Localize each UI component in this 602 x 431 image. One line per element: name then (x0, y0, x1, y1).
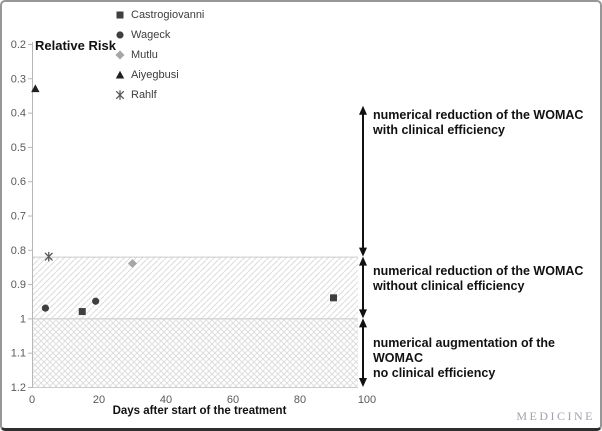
data-point (330, 294, 337, 302)
y-tick-label: 0.5 (11, 142, 26, 154)
data-point (41, 304, 50, 312)
x-tick-label: 100 (358, 394, 376, 406)
annotation-line: numerical reduction of the WOMAC (373, 108, 584, 122)
annotation-line: numerical reduction of the WOMAC (373, 264, 584, 278)
legend-label: Rahlf (131, 89, 157, 101)
y-axis-title: Relative Risk (35, 38, 116, 53)
x-tick-label: 80 (294, 394, 306, 406)
medicine-watermark: MEDICINE (516, 409, 595, 423)
y-tick-label: 0.7 (11, 211, 26, 223)
data-point (127, 258, 138, 269)
legend-label: Aiyegbusi (131, 69, 179, 81)
series-aiyegbusi (31, 84, 40, 93)
y-tick-label: 0.6 (11, 176, 26, 188)
annotation-line: with clinical efficiency (373, 123, 505, 137)
x-tick-label: 0 (29, 394, 35, 406)
zone-arrow (359, 256, 367, 319)
y-tick-label: 0.9 (11, 279, 26, 291)
y-tick-label: 1 (20, 313, 26, 325)
square-marker-icon (116, 11, 124, 19)
data-point (92, 297, 100, 305)
annotation-line: numerical augmentation of the WOMAC (373, 336, 555, 365)
circle-marker-icon (116, 31, 124, 39)
y-tick-label: 0.3 (11, 73, 26, 85)
series-rahlf (44, 251, 53, 262)
annotation-reduction-without-efficiency: numerical reduction of the WOMAC without… (373, 264, 598, 294)
annotation-augmentation-no-efficiency: numerical augmentation of the WOMAC no c… (373, 336, 598, 381)
legend-item: Wageck (114, 25, 204, 45)
zone-arrow (359, 318, 367, 387)
legend-label: Mutlu (131, 49, 158, 61)
band-diagonal (32, 256, 358, 319)
x-tick-label: 40 (160, 394, 172, 406)
x-tick-label: 20 (93, 394, 105, 406)
legend-item: Mutlu (114, 45, 204, 65)
series-wageck (41, 297, 100, 312)
annotation-line: without clinical efficiency (373, 279, 525, 293)
legend-item: Aiyegbusi (114, 65, 204, 85)
legend: Castrogiovanni Wageck Mutlu Aiyegbusi Ra… (114, 5, 204, 105)
y-tick-label: 1.2 (11, 382, 26, 394)
data-point (44, 251, 53, 262)
xstar-marker-icon (115, 90, 125, 100)
data-point (31, 84, 40, 93)
x-axis-title: Days after start of the treatment (112, 405, 287, 417)
y-tick-label: 0.2 (11, 39, 26, 51)
band-cross (32, 318, 358, 387)
data-point (78, 308, 86, 316)
zone-arrow (359, 105, 367, 257)
legend-label: Wageck (131, 29, 171, 41)
series-mutlu (127, 258, 138, 269)
diamond-marker-icon (115, 50, 125, 60)
legend-item: Castrogiovanni (114, 5, 204, 25)
legend-item: Rahlf (114, 85, 204, 105)
y-tick-label: 1.1 (11, 348, 26, 360)
annotation-line: no clinical efficiency (373, 366, 496, 380)
y-tick-label: 0.8 (11, 245, 26, 257)
annotation-reduction-with-efficiency: numerical reduction of the WOMAC with cl… (373, 108, 598, 138)
series-castrogiovanni (78, 294, 337, 316)
triangle-marker-icon (115, 70, 125, 79)
legend-label: Castrogiovanni (131, 9, 205, 21)
x-tick-label: 60 (227, 394, 239, 406)
y-tick-label: 0.4 (11, 108, 26, 120)
